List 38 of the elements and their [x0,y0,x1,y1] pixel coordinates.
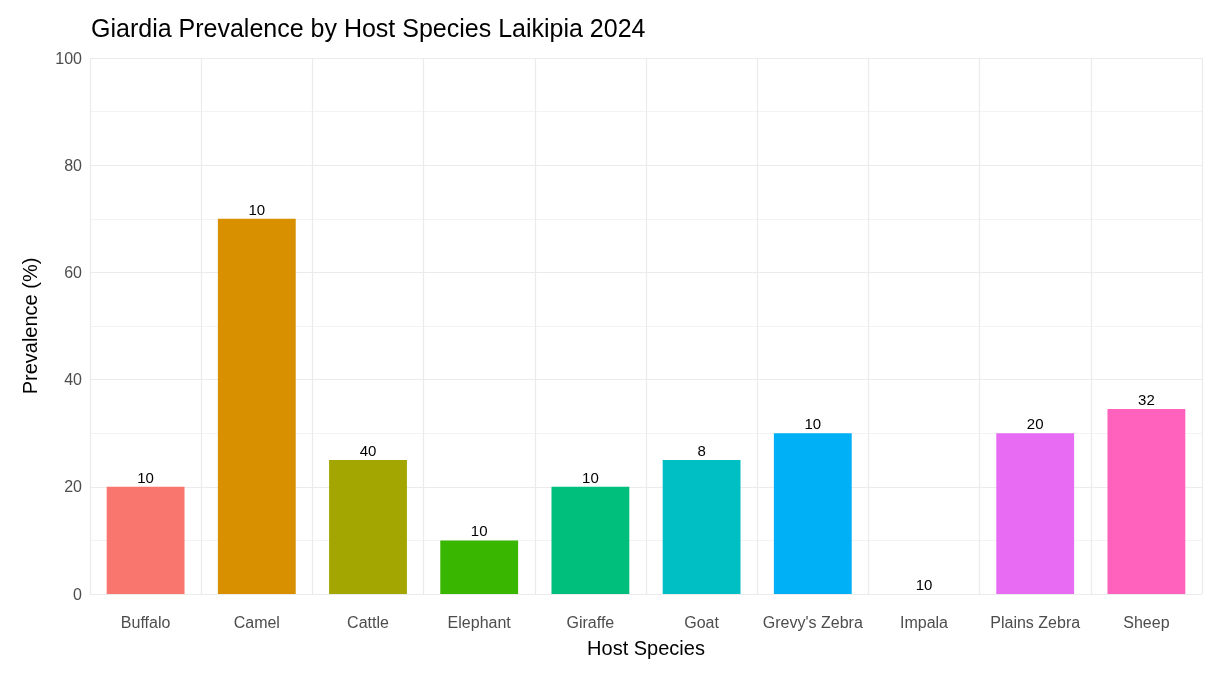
x-tick-label: Plains Zebra [990,613,1081,631]
y-tick-label: 40 [64,371,83,389]
x-tick-label: Impala [899,613,949,631]
y-tick-label: 60 [64,263,83,281]
bar [440,540,519,594]
x-tick-label: Elephant [447,613,512,631]
x-axis-title: Host Species [587,637,705,659]
bar [662,460,741,594]
bar [996,433,1075,594]
bar [106,486,185,594]
x-tick-label: Goat [684,613,720,631]
bar [329,460,407,594]
x-tick-label: Camel [233,613,280,631]
x-tick-label: Grevy's Zebra [762,613,863,631]
y-tick-label: 20 [64,478,83,496]
bar [1107,409,1186,594]
y-axis-title: Prevalence (%) [19,257,41,395]
annotation: 10 [582,468,599,486]
annotation: 40 [359,442,377,459]
bar [217,218,296,594]
y-tick-label: 100 [55,49,83,67]
chart-title: Giardia Prevalence by Host Species Laikipia 2024 [91,13,646,42]
annotation: 32 [1138,391,1155,409]
x-tick-label: Buffalo [120,613,171,631]
annotation: 10 [804,415,822,433]
bar [773,433,852,594]
x-tick-label: Giraffe [566,613,615,631]
annotation: 8 [697,442,706,459]
annotation: 10 [915,576,933,593]
y-tick-label: 80 [64,156,83,174]
y-tick-label: 0 [73,585,83,603]
annotation: 10 [470,522,488,540]
annotation: 10 [248,200,266,218]
bar [551,486,630,594]
x-tick-label: Cattle [347,613,389,631]
annotation: 10 [137,468,154,486]
x-tick-label: Sheep [1123,613,1170,631]
annotation: 20 [1026,415,1044,433]
